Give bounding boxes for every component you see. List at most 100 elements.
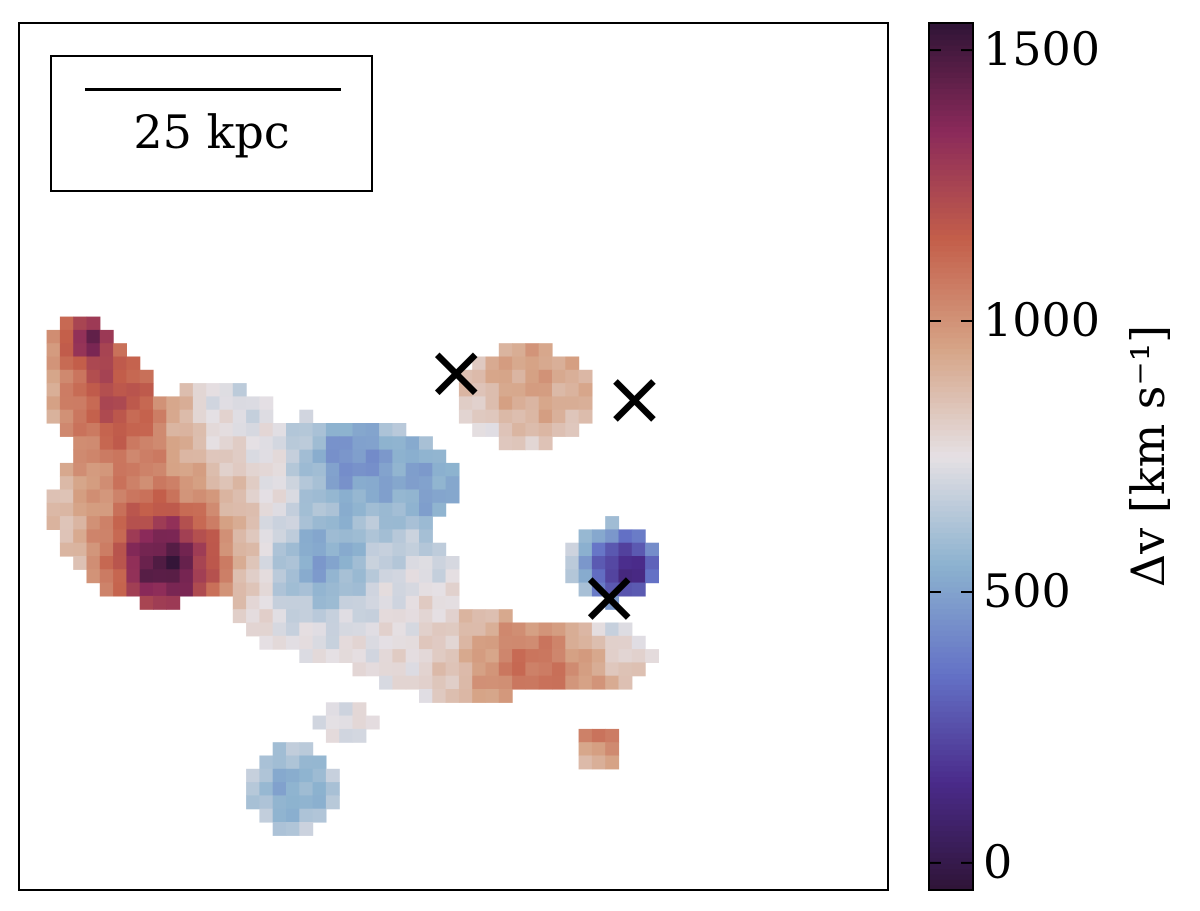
velocity-pixel: [206, 423, 221, 437]
velocity-pixel: [339, 649, 354, 663]
colorbar-slice: [929, 326, 973, 333]
velocity-pixel: [126, 449, 141, 464]
velocity-pixel: [419, 635, 433, 650]
colorbar-slice: [929, 472, 973, 479]
velocity-pixel: [365, 569, 380, 584]
velocity-pixel: [206, 582, 221, 597]
velocity-pixel: [59, 409, 74, 424]
colorbar-slice: [929, 82, 973, 89]
velocity-pixel: [259, 622, 274, 637]
colorbar-slice: [929, 667, 973, 675]
velocity-pixel: [379, 569, 393, 584]
velocity-pixel: [552, 396, 566, 411]
velocity-pixel: [419, 595, 433, 610]
velocity-pixel: [86, 516, 101, 530]
velocity-pixel: [379, 595, 393, 610]
velocity-pixel: [312, 516, 327, 530]
velocity-pixel: [139, 476, 154, 491]
velocity-pixel: [472, 662, 487, 677]
velocity-pixel: [365, 635, 380, 650]
velocity-pixel: [565, 675, 580, 690]
velocity-pixel: [59, 396, 74, 411]
velocity-pixel: [286, 502, 300, 517]
colorbar-slice: [929, 44, 973, 51]
colorbar-slice: [929, 499, 973, 507]
velocity-pixel: [219, 436, 234, 451]
velocity-pixel: [113, 409, 127, 424]
velocity-pixel: [419, 556, 433, 570]
velocity-pixel: [286, 516, 300, 530]
velocity-pixel: [219, 556, 234, 570]
velocity-pixel: [139, 396, 154, 411]
velocity-pixel: [312, 556, 327, 570]
velocity-pixel: [272, 795, 287, 810]
velocity-pixel: [299, 822, 314, 836]
velocity-pixel: [73, 476, 88, 491]
colorbar-slice: [929, 824, 973, 832]
velocity-pixel: [565, 556, 580, 570]
velocity-pixel: [59, 542, 74, 557]
velocity-pixel: [59, 329, 74, 344]
velocity-pixel: [312, 595, 327, 610]
velocity-pixel: [179, 396, 194, 411]
velocity-pixel: [419, 542, 433, 557]
colorbar-slice: [929, 543, 973, 550]
velocity-pixel: [432, 476, 447, 491]
velocity-pixel: [206, 489, 221, 504]
velocity-pixel: [232, 476, 247, 491]
velocity-pixel: [498, 436, 513, 451]
velocity-pixel: [525, 662, 540, 677]
velocity-pixel: [286, 609, 300, 624]
velocity-pixel: [578, 383, 593, 397]
velocity-pixel: [99, 582, 114, 597]
velocity-pixel: [139, 516, 154, 530]
velocity-pixel: [445, 675, 460, 690]
colorbar-slice: [929, 23, 973, 30]
colorbar-slice: [929, 651, 973, 658]
velocity-pixel: [139, 502, 154, 517]
velocity-pixel: [379, 449, 393, 464]
velocity-pixel: [485, 356, 500, 371]
velocity-pixel: [126, 542, 141, 557]
velocity-pixel: [445, 582, 460, 597]
velocity-pixel: [86, 396, 101, 411]
colorbar-slice: [929, 803, 973, 810]
velocity-pixel: [618, 649, 633, 663]
velocity-pixel: [259, 768, 274, 783]
velocity-pixel: [525, 423, 540, 437]
colorbar-slice: [929, 228, 973, 236]
colorbar-slice: [929, 857, 973, 864]
colorbar-slice: [929, 776, 973, 783]
velocity-pixel: [246, 409, 260, 424]
velocity-pixel: [312, 489, 327, 504]
velocity-pixel: [565, 423, 580, 437]
velocity-pixel: [578, 556, 593, 570]
marker-cross-2: [613, 379, 656, 422]
velocity-pixel: [126, 529, 141, 544]
velocity-pixel: [192, 529, 207, 544]
colorbar-slice: [929, 548, 973, 555]
velocity-pixel: [325, 795, 340, 810]
velocity-pixel: [272, 462, 287, 477]
velocity-pixel: [286, 556, 300, 570]
velocity-pixel: [139, 436, 154, 451]
velocity-pixel: [525, 383, 540, 397]
velocity-pixel: [153, 582, 167, 597]
colorbar-slice: [929, 754, 973, 761]
velocity-pixel: [232, 383, 247, 397]
velocity-pixel: [179, 556, 194, 570]
velocity-pixel: [86, 449, 101, 464]
velocity-pixel: [179, 529, 194, 544]
velocity-pixel: [618, 662, 633, 677]
colorbar-frame: [928, 22, 974, 891]
velocity-pixel: [379, 609, 393, 624]
velocity-pixel: [46, 343, 61, 358]
velocity-pixel: [325, 569, 340, 584]
velocity-pixel: [113, 383, 127, 397]
velocity-pixel: [525, 622, 540, 637]
velocity-pixel: [86, 383, 101, 397]
velocity-pixel: [206, 556, 221, 570]
velocity-pixel: [365, 542, 380, 557]
velocity-pixel: [286, 635, 300, 650]
velocity-pixel: [352, 662, 367, 677]
